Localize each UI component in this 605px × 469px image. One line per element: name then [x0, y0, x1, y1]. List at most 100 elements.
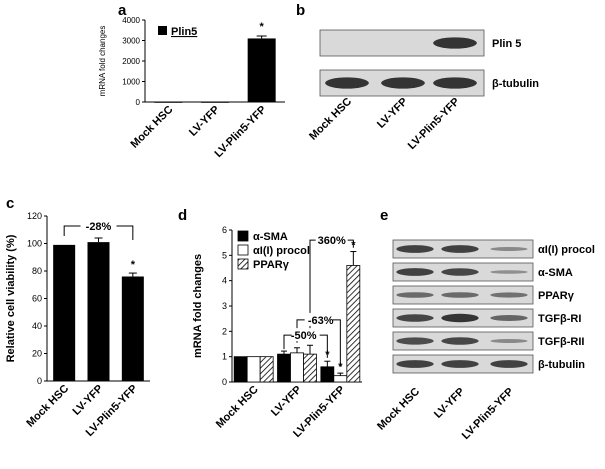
bar: [320, 366, 335, 383]
x-tick-label: Mock HSC: [128, 104, 175, 151]
bar: [290, 352, 304, 383]
blot-band: [441, 245, 479, 253]
blot-band: [441, 360, 479, 368]
blot-band: [490, 292, 528, 298]
panel-letter-a: a: [118, 2, 127, 19]
blot-band: [490, 315, 528, 321]
blot-band: [396, 314, 434, 322]
bar: [121, 276, 144, 381]
y-tick-label: 0: [37, 376, 42, 386]
blot-band: [441, 337, 479, 345]
bar: [259, 356, 274, 383]
blot-band: [396, 337, 434, 345]
panel-letter-c: c: [6, 195, 14, 212]
blot-band: [441, 292, 479, 298]
bar: [303, 353, 317, 383]
y-tick-label: 80: [32, 266, 42, 276]
band-label: Plin 5: [492, 38, 521, 50]
legend-label: αI(I) procol: [253, 245, 310, 257]
y-tick-label: 100: [27, 239, 42, 249]
blot-band: [490, 360, 528, 368]
blot-band: [396, 245, 434, 253]
lane-label: LV-Plin5-YFP: [460, 386, 516, 442]
y-tick-label: 2000: [122, 57, 140, 66]
blot-band: [381, 77, 425, 89]
significance-star: *: [338, 361, 343, 373]
lane-label: LV-YFP: [432, 386, 467, 421]
legend-swatch: [237, 230, 249, 242]
bar: [201, 101, 229, 103]
legend-label: α-SMA: [253, 231, 288, 243]
blot-band: [396, 360, 434, 368]
bar: [233, 356, 248, 383]
chart-a: 0 1000 2000 3000 4000 mRNA fold changes Mock H…: [98, 16, 285, 160]
blot-band: [396, 292, 434, 298]
legend-label: Plin5: [171, 26, 197, 38]
legend-swatch: [237, 258, 249, 270]
annotation-bg: [291, 328, 320, 342]
y-axis-label: mRNA fold changes: [98, 26, 107, 97]
band-label: β-tubulin: [492, 78, 539, 90]
blot-band: [433, 77, 477, 89]
annotation-bg: [304, 312, 333, 326]
significance-star: *: [260, 21, 265, 33]
band-label: α-SMA: [538, 267, 573, 279]
y-tick-label: 4000: [122, 16, 140, 25]
band-label: αI(I) procol: [538, 244, 595, 256]
y-tick-label: 1: [222, 352, 227, 362]
legend-swatch: [237, 244, 249, 256]
bar: [246, 356, 261, 383]
y-axis-label: mRNA fold changes: [192, 254, 204, 358]
band-label: TGFβ-RII: [538, 336, 584, 348]
chart-c: 0 20 40 60 80 100 120 Relative cell viability (…: [5, 211, 150, 439]
bar: [346, 265, 361, 383]
y-tick-label: 20: [32, 349, 42, 359]
bar: [333, 375, 348, 383]
x-tick-label: LV-YFP: [187, 104, 222, 139]
y-tick-label: 3000: [122, 37, 140, 46]
y-tick-label: 120: [27, 211, 42, 221]
significance-star: *: [131, 259, 136, 271]
y-tick-label: 6: [222, 225, 227, 235]
annotation-bg: [315, 233, 348, 247]
blot-band: [441, 313, 479, 323]
lane-label: LV-YFP: [375, 96, 410, 131]
bar: [87, 242, 110, 381]
lane-label: Mock HSC: [375, 386, 422, 433]
legend-label: PPARγ: [253, 259, 290, 271]
panel-letter-b: b: [296, 2, 305, 19]
x-tick-label: Mock HSC: [24, 383, 71, 430]
y-tick-label: 40: [32, 321, 42, 331]
band-label: TGFβ-RI: [538, 313, 581, 325]
bar: [154, 101, 183, 103]
x-tick-label: LV-YFP: [269, 384, 304, 419]
bar: [247, 38, 276, 102]
percent-change-label: -28%: [86, 221, 112, 233]
lane-label: Mock HSC: [307, 96, 354, 143]
y-tick-label: 0: [136, 98, 141, 107]
panel-letter-d: d: [178, 207, 187, 224]
blot-band: [441, 268, 479, 276]
legend-swatch: [158, 26, 167, 35]
band-label: PPARγ: [538, 290, 575, 302]
blot-band: [490, 270, 528, 274]
bar: [53, 244, 76, 381]
y-tick-label: 60: [32, 294, 42, 304]
lane-label: LV-Plin5-YFP: [406, 96, 462, 152]
bar: [277, 353, 291, 383]
percent-change-label: -50%: [291, 330, 317, 342]
percent-change-label: 360%: [318, 235, 346, 247]
percent-change-label: -63%: [308, 315, 334, 327]
y-tick-label: 3: [222, 301, 227, 311]
blot-band: [490, 247, 528, 251]
y-tick-label: 2: [222, 326, 227, 336]
blot-band: [396, 268, 434, 276]
blot-band: [325, 77, 369, 89]
blot-e: αI(I) procol α-SMA PPARγ TGFβ-RI TGFβ-RII β-t…: [375, 239, 595, 442]
annotation-bg: [80, 218, 117, 232]
y-tick-label: 1000: [122, 78, 140, 87]
y-tick-label: 4: [222, 276, 227, 286]
y-tick-label: 0: [222, 377, 227, 387]
